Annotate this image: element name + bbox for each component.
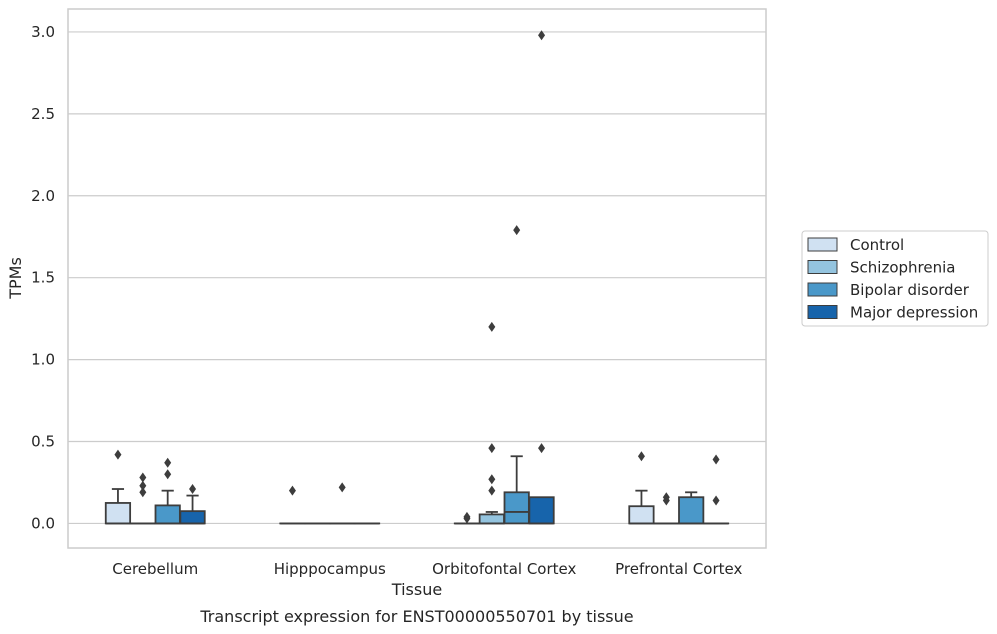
outlier-point — [488, 321, 496, 332]
legend-label: Major depression — [850, 304, 978, 322]
x-axis-label: Tissue — [391, 580, 442, 599]
outlier-point — [189, 484, 197, 495]
box — [478, 513, 505, 525]
box-group — [503, 225, 530, 525]
outlier-point — [463, 513, 471, 524]
box — [179, 510, 206, 525]
outlier-point — [488, 485, 496, 496]
box-group — [279, 485, 306, 525]
outlier-point — [662, 495, 670, 506]
legend: Control Schizophrenia Bipolar disorder Majo… — [801, 230, 989, 327]
box — [628, 505, 655, 525]
box — [154, 504, 181, 525]
x-tick-label: Orbitofontal Cortex — [432, 560, 576, 578]
outlier-point — [513, 225, 521, 236]
outlier-point — [139, 480, 147, 491]
outlier-point — [288, 485, 296, 496]
y-tick-labels: 0.0 0.5 1.0 1.5 2.0 2.5 3.0 — [31, 23, 55, 532]
legend-swatch — [807, 237, 838, 252]
outlier-point — [488, 474, 496, 485]
y-tick-label: 2.5 — [31, 105, 55, 123]
box — [104, 502, 132, 525]
y-tick-label: 2.0 — [31, 187, 55, 205]
box-group — [154, 457, 181, 525]
legend-label: Control — [850, 236, 904, 254]
chart-caption: Transcript expression for ENST0000055070… — [199, 607, 633, 626]
grid-lines — [68, 31, 766, 525]
legend-swatch — [807, 305, 838, 319]
box — [528, 496, 555, 525]
box-group — [678, 491, 705, 525]
y-axis-label: TPMs — [6, 257, 25, 300]
outlier-point — [139, 487, 147, 498]
outlier-point — [488, 443, 496, 454]
legend-swatch — [807, 282, 838, 297]
outlier-point — [114, 449, 122, 460]
box-group — [129, 472, 156, 525]
y-tick-label: 0.5 — [31, 433, 55, 451]
outlier-point — [637, 451, 645, 462]
box-group — [528, 30, 555, 525]
x-tick-label: Hipppocampus — [274, 560, 386, 578]
y-tick-label: 1.5 — [31, 269, 55, 287]
box-group — [453, 511, 481, 525]
legend-label: Schizophrenia — [850, 259, 955, 277]
box — [503, 491, 530, 525]
legend-label: Bipolar disorder — [850, 281, 970, 299]
outlier-point — [712, 495, 720, 506]
box-group — [329, 482, 356, 525]
boxplots — [104, 30, 730, 525]
box-group — [653, 492, 680, 525]
box-group — [104, 449, 132, 525]
box-group — [478, 321, 505, 525]
x-tick-labels: Cerebellum Hipppocampus Orbitofontal Corte… — [112, 560, 742, 578]
outlier-point — [164, 457, 172, 468]
box-group — [628, 451, 655, 525]
box-group — [702, 454, 730, 525]
y-tick-label: 3.0 — [31, 23, 55, 41]
plot-frame — [67, 8, 767, 549]
x-tick-label: Cerebellum — [112, 560, 198, 578]
legend-frame — [801, 230, 989, 327]
y-tick-label: 0.0 — [31, 514, 55, 532]
outlier-point — [338, 482, 346, 493]
outlier-point — [538, 30, 546, 41]
legend-swatch — [807, 260, 838, 274]
outlier-point — [164, 469, 172, 480]
x-tick-label: Prefrontal Cortex — [615, 560, 742, 578]
box-group — [179, 484, 206, 525]
box — [678, 496, 705, 525]
y-tick-label: 1.0 — [31, 351, 55, 369]
outlier-point — [538, 443, 546, 454]
outlier-point — [712, 454, 720, 465]
outlier-point — [139, 472, 147, 483]
